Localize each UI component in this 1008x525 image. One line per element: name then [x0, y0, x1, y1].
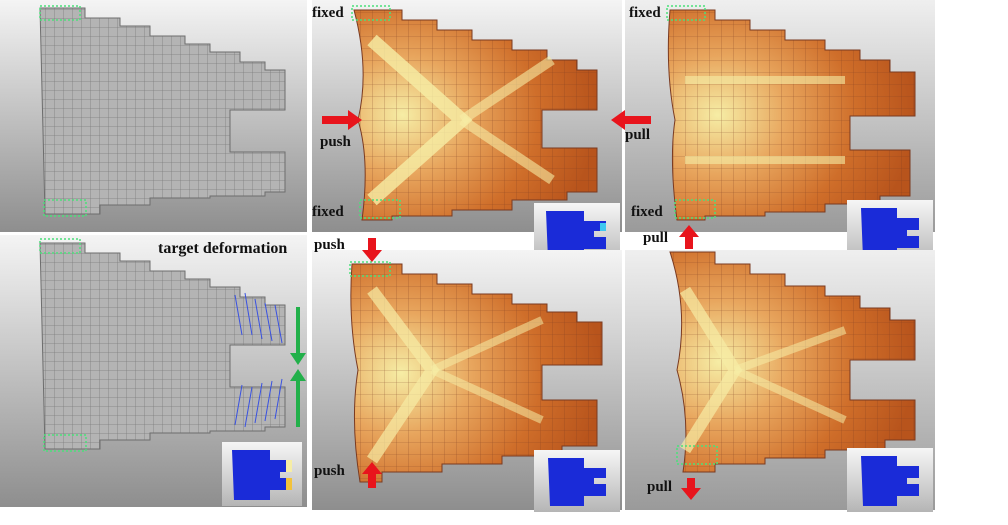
fixed-region-top: [666, 5, 706, 21]
fixed-region-bottom: [43, 199, 87, 217]
stress-band: [733, 366, 847, 424]
original-mesh-view: [0, 0, 307, 232]
red-arrow-up: [679, 225, 699, 249]
stress-band: [733, 326, 847, 374]
green-arrow-down: [290, 307, 306, 365]
pull-horizontal-view: [625, 0, 935, 232]
fixed-region-top: [39, 238, 81, 254]
fixed-region-top: [351, 5, 391, 21]
stress-band: [430, 366, 544, 424]
fixed-label-bottom: fixed: [631, 204, 663, 220]
pull-label: pull: [625, 127, 651, 143]
pull-horizontal-panel: fixed fixed pull: [611, 0, 935, 264]
pull-vertical-view: [625, 250, 935, 510]
push-vertical-inset: [534, 450, 620, 512]
fixed-region-top: [39, 5, 81, 21]
fixed-region-top: [349, 261, 391, 277]
fixed-region-bottom: [674, 199, 716, 219]
target-deformation-inset: [222, 442, 302, 506]
stress-band: [459, 55, 555, 125]
push-label: push: [320, 134, 351, 150]
push-horizontal-panel: fixed fixed push: [312, 0, 622, 265]
red-arrow-left: [611, 110, 651, 130]
red-arrow-up: [362, 462, 382, 488]
fixed-label-bottom: fixed: [312, 204, 344, 220]
fixed-region-bottom: [676, 445, 718, 465]
push-horizontal-view: [312, 0, 622, 232]
push-label-bottom: push: [314, 463, 345, 479]
voxel-mesh-shape: [39, 242, 286, 450]
fixed-region-bottom: [359, 199, 401, 219]
pull-label-bottom: pull: [647, 479, 673, 495]
green-arrow-up: [290, 369, 306, 427]
pull-vertical-panel: pull pull: [625, 225, 935, 512]
original-mesh-panel: [0, 0, 307, 232]
target-deformation-label: target deformation: [158, 240, 288, 257]
pull-vertical-inset: [847, 448, 933, 512]
stress-band: [430, 316, 544, 374]
push-label-top: push: [314, 237, 345, 253]
fixed-region-bottom: [43, 434, 87, 452]
target-deformation-view: [0, 235, 307, 507]
voxel-mesh-shape: [39, 7, 286, 215]
push-vertical-panel: push push: [312, 238, 622, 512]
force-vectors-upper: [234, 292, 283, 344]
fixed-label-top: fixed: [312, 5, 344, 21]
force-vectors-lower: [234, 378, 283, 428]
stress-band: [459, 115, 555, 185]
red-arrow-down: [681, 478, 701, 500]
pull-label-top: pull: [643, 230, 669, 246]
fixed-label-top: fixed: [629, 5, 661, 21]
red-arrow-right: [322, 110, 362, 130]
red-arrow-down: [362, 238, 382, 262]
target-deformation-panel: target deformation: [0, 235, 307, 507]
